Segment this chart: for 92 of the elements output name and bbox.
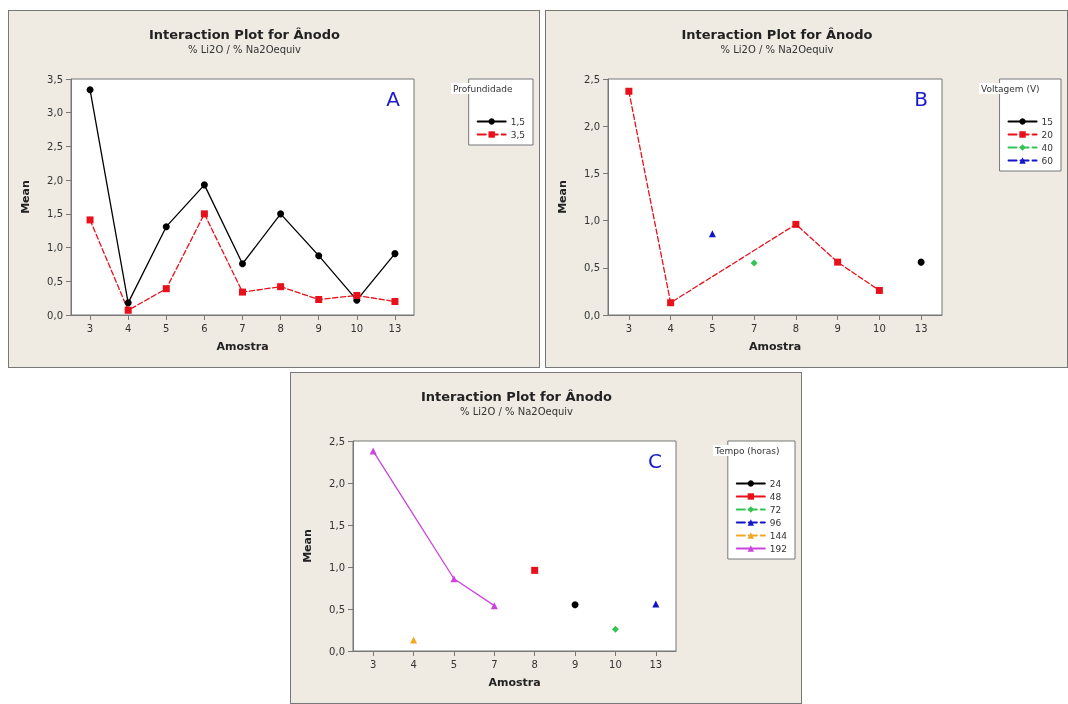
x-tick-label: 7 — [239, 322, 246, 334]
chart-title: Interaction Plot for Ânodo — [681, 27, 873, 42]
point — [124, 306, 132, 314]
y-tick-label: 2,5 — [584, 73, 600, 85]
x-tick-label: 7 — [491, 658, 498, 670]
point — [200, 181, 208, 189]
y-tick-label: 1,5 — [584, 167, 600, 179]
chart-title: Interaction Plot for Ânodo — [148, 27, 341, 42]
y-tick-label: 3,0 — [47, 107, 63, 119]
chart-title: Interaction Plot for Ânodo — [420, 389, 613, 404]
y-tick-label: 0,5 — [47, 275, 63, 287]
x-axis-title: Amostra — [488, 676, 541, 689]
y-tick-label: 1,0 — [329, 561, 345, 573]
x-tick-label: 13 — [388, 322, 402, 334]
y-axis-title: Mean — [556, 180, 569, 214]
x-tick-label: 4 — [667, 322, 674, 334]
legend-label: 1,5 — [510, 116, 526, 127]
y-tick-label: 0,5 — [584, 262, 600, 274]
y-tick-label: 0,0 — [329, 645, 345, 657]
point — [162, 223, 170, 231]
legend-label: 24 — [769, 478, 782, 489]
point — [391, 250, 399, 258]
y-axis-title: Mean — [301, 529, 314, 563]
point — [124, 299, 132, 307]
x-tick-label: 10 — [350, 322, 364, 334]
y-tick-label: 2,5 — [47, 140, 63, 152]
y-tick-label: 1,5 — [47, 208, 63, 220]
x-tick-label: 5 — [450, 658, 458, 670]
y-tick-label: 1,5 — [329, 519, 345, 531]
point — [200, 210, 208, 218]
point — [239, 288, 246, 296]
point — [353, 291, 361, 299]
legend-label: 96 — [769, 517, 782, 528]
annotation: B — [914, 87, 929, 111]
point — [277, 210, 285, 218]
y-tick-label: 2,0 — [47, 174, 63, 186]
y-tick-label: 1,0 — [47, 242, 63, 254]
x-tick-label: 10 — [609, 658, 622, 670]
x-tick-label: 4 — [124, 322, 132, 334]
point — [239, 260, 246, 268]
legend-title: Tempo (horas) — [714, 445, 780, 456]
point — [391, 298, 399, 306]
legend-label: 20 — [1041, 129, 1054, 140]
x-tick-label: 6 — [201, 322, 208, 334]
point — [277, 283, 285, 291]
legend-title: Voltagem (V) — [981, 83, 1040, 94]
y-axis-title: Mean — [19, 180, 32, 214]
x-tick-label: 13 — [914, 322, 928, 334]
x-tick-label: 13 — [649, 658, 663, 670]
annotation: A — [386, 87, 401, 111]
x-tick-label: 9 — [571, 658, 579, 670]
x-tick-label: 7 — [750, 322, 758, 334]
y-tick-label: 2,0 — [329, 477, 345, 489]
legend-label: 72 — [769, 504, 782, 515]
legend-label: 192 — [769, 543, 788, 554]
point — [315, 252, 323, 260]
x-tick-label: 10 — [873, 322, 886, 334]
x-tick-label: 8 — [531, 658, 538, 670]
legend-label: 60 — [1041, 155, 1054, 166]
x-tick-label: 3 — [625, 322, 633, 334]
legend-label: 144 — [769, 530, 788, 541]
chart-subtitle: % Li2O / % Na2Oequiv — [187, 43, 302, 55]
point — [162, 285, 170, 293]
legend-label: 3,5 — [510, 129, 526, 140]
x-tick-label: 5 — [709, 322, 716, 334]
y-tick-label: 0,5 — [329, 603, 345, 615]
y-tick-label: 3,5 — [47, 73, 63, 85]
y-tick-label: 2,5 — [329, 435, 345, 447]
x-tick-label: 5 — [163, 322, 170, 334]
x-tick-label: 9 — [834, 322, 841, 334]
x-tick-label: 3 — [370, 658, 377, 670]
chart-subtitle: % Li2O / % Na2Oequiv — [720, 43, 834, 55]
y-tick-label: 2,0 — [584, 120, 600, 132]
y-tick-label: 0,0 — [584, 309, 600, 321]
x-tick-label: 9 — [315, 322, 322, 334]
x-tick-label: 8 — [277, 322, 284, 334]
annotation: C — [648, 449, 662, 473]
point — [86, 216, 94, 224]
y-tick-label: 0,0 — [47, 309, 63, 321]
y-tick-label: 1,0 — [584, 215, 600, 227]
legend-title: Profundidade — [453, 83, 514, 94]
point — [86, 86, 94, 94]
legend-label: 40 — [1041, 142, 1054, 153]
x-tick-label: 4 — [410, 658, 417, 670]
point — [315, 295, 323, 303]
chart-subtitle: % Li2O / % Na2Oequiv — [459, 405, 574, 417]
x-axis-title: Amostra — [216, 340, 269, 353]
x-tick-label: 8 — [792, 322, 800, 334]
legend-label: 48 — [769, 491, 782, 502]
x-axis-title: Amostra — [748, 340, 802, 353]
legend-label: 15 — [1041, 116, 1053, 127]
x-tick-label: 3 — [86, 322, 94, 334]
